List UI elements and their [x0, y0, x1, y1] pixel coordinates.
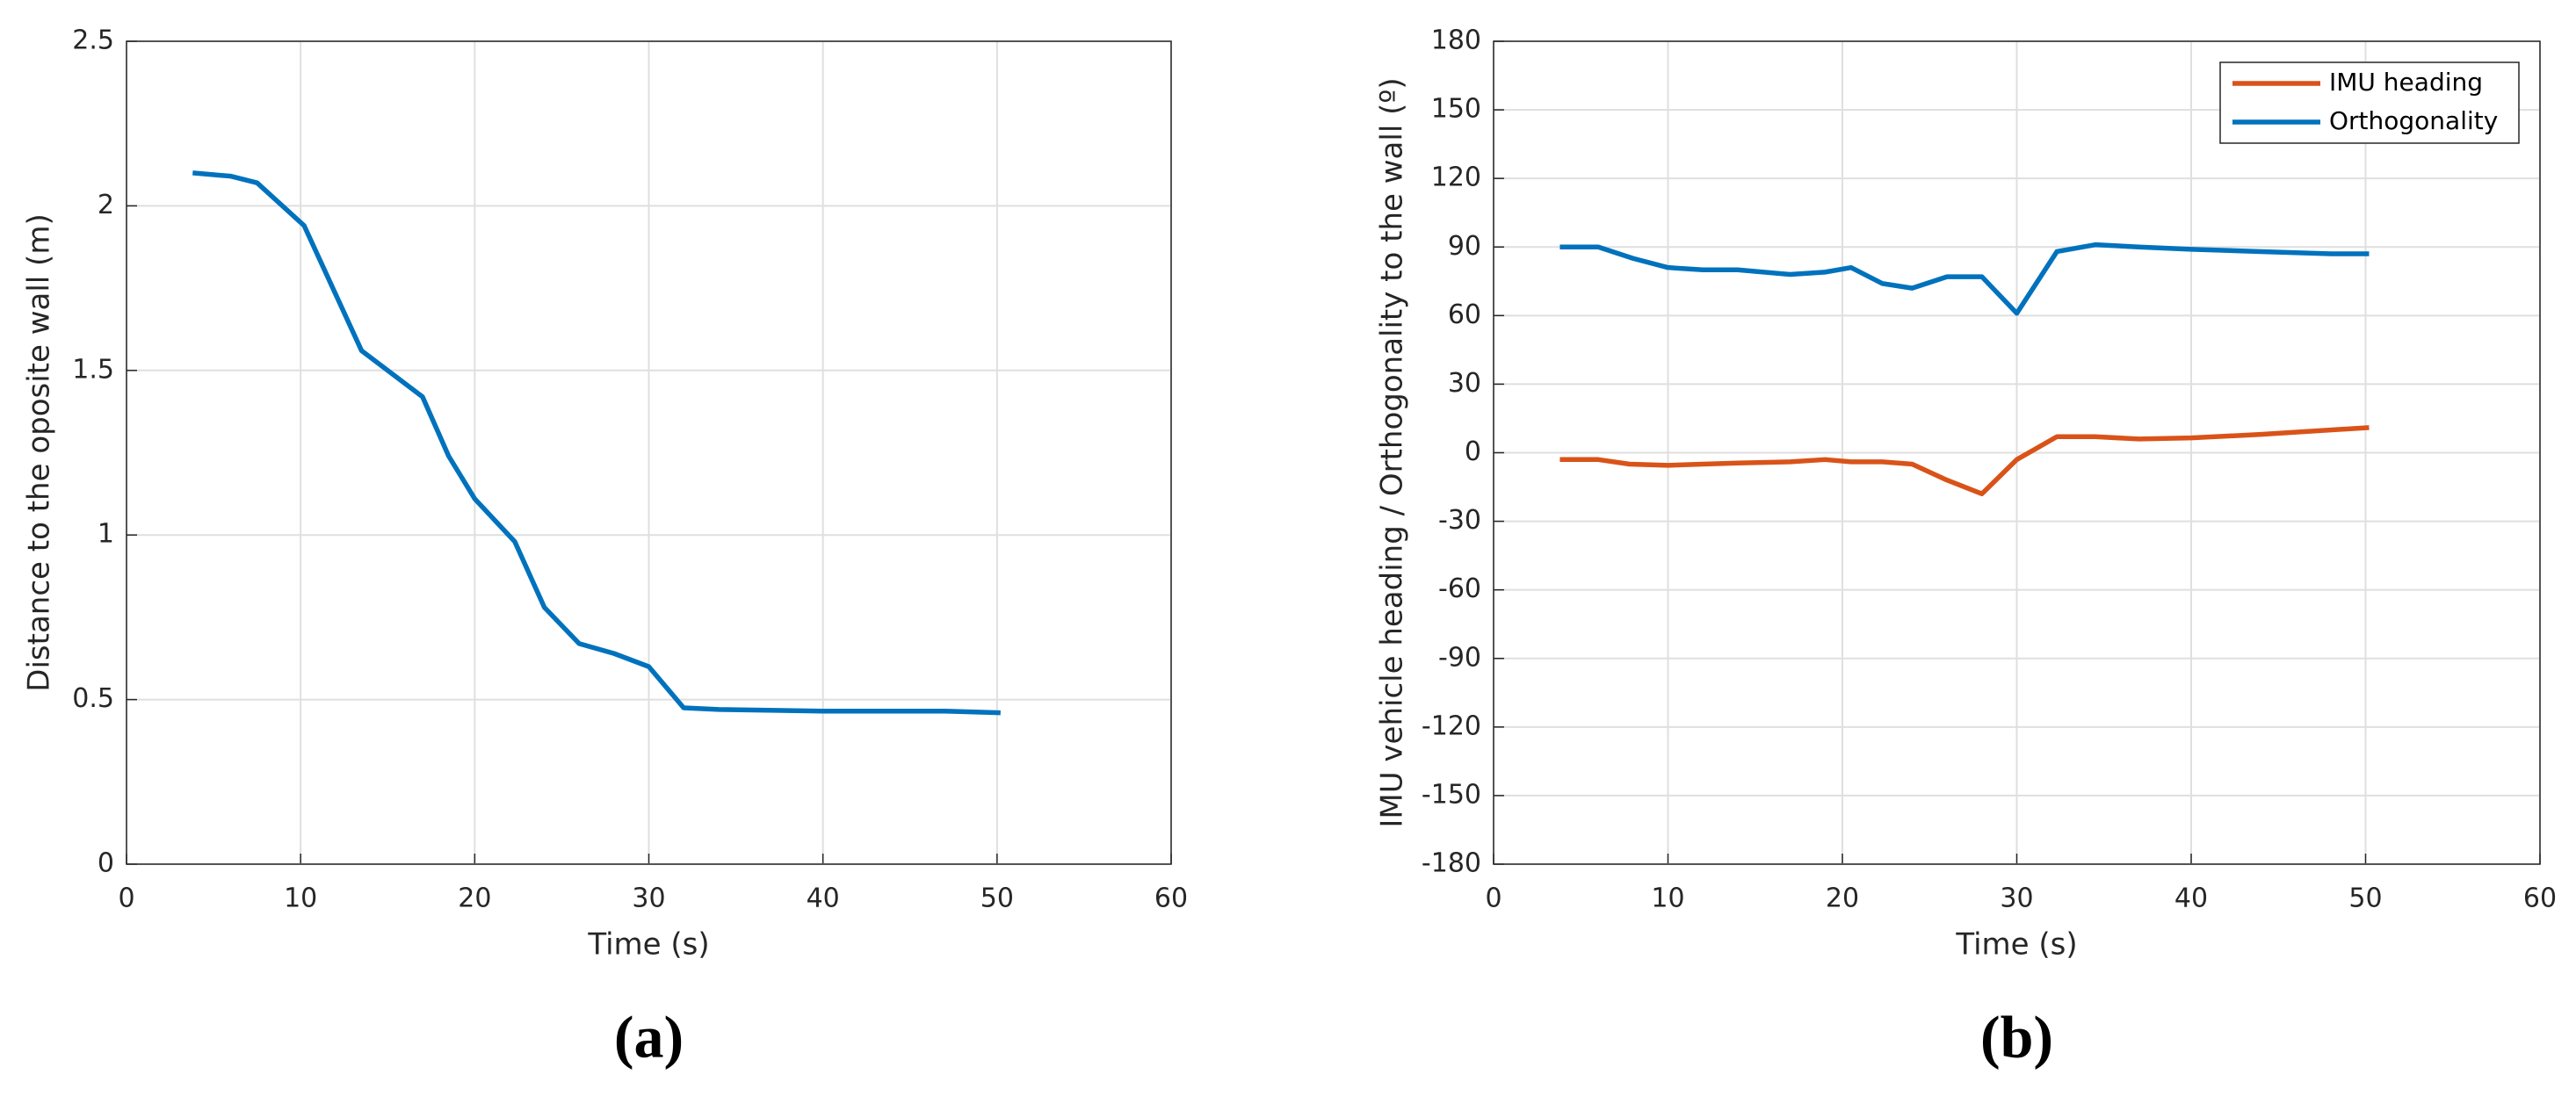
data-line [1559, 425, 2370, 497]
y-axis-label: Distance to the oposite wall (m) [22, 213, 57, 691]
x-tick-label: 10 [284, 883, 317, 914]
y-tick-label: -180 [1422, 848, 1481, 879]
x-tick-label: 60 [2523, 883, 2557, 914]
data-line [1559, 242, 2370, 316]
x-tick-label: 50 [980, 883, 1014, 914]
legend-label: IMU heading [2329, 68, 2483, 97]
x-tick-label: 30 [2000, 883, 2033, 914]
y-tick-label: 90 [1448, 231, 1481, 262]
axes-box [126, 40, 1172, 865]
y-tick-label: 0 [98, 848, 114, 879]
y-tick-label: 1 [98, 519, 114, 550]
subfigure-label: (b) [1980, 1004, 2053, 1071]
y-tick-label: -60 [1438, 573, 1481, 604]
y-axis-label: IMU vehicle heading / Orthogonality to t… [1375, 77, 1410, 827]
x-tick-label: 50 [2348, 883, 2382, 914]
y-tick-label: 2.5 [72, 25, 114, 56]
legend-box [2219, 61, 2520, 144]
y-tick-label: 180 [1431, 25, 1481, 56]
y-tick-label: -150 [1422, 779, 1481, 810]
y-tick-label: 2 [98, 190, 114, 220]
legend-label: Orthogonality [2329, 106, 2498, 135]
y-tick-label: 150 [1431, 94, 1481, 125]
x-tick-label: 40 [807, 883, 840, 914]
x-tick-label: 60 [1154, 883, 1188, 914]
y-tick-label: -30 [1438, 505, 1481, 536]
x-axis-label: Time (s) [1955, 927, 2077, 963]
y-tick-label: 1.5 [72, 354, 114, 385]
y-tick-label: 0 [1465, 436, 1481, 467]
x-tick-label: 0 [118, 883, 134, 914]
y-tick-label: 30 [1448, 368, 1481, 399]
x-tick-label: 30 [632, 883, 665, 914]
y-tick-label: 0.5 [72, 683, 114, 714]
x-tick-label: 40 [2174, 883, 2208, 914]
y-tick-label: 120 [1431, 162, 1481, 193]
x-axis-label: Time (s) [587, 927, 709, 963]
x-tick-label: 20 [1826, 883, 1859, 914]
subfigure-label: (a) [614, 1004, 684, 1071]
x-tick-label: 10 [1651, 883, 1684, 914]
x-tick-label: 20 [458, 883, 491, 914]
y-tick-label: -120 [1422, 710, 1481, 741]
y-tick-label: -90 [1438, 642, 1481, 673]
y-tick-label: 60 [1448, 299, 1481, 330]
x-tick-label: 0 [1485, 883, 1501, 914]
data-line [192, 170, 1001, 716]
axes-box [1493, 40, 2541, 865]
